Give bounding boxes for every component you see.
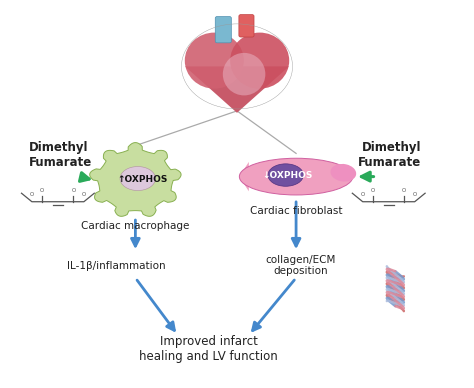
Text: O: O: [72, 188, 75, 193]
Text: O: O: [30, 192, 34, 197]
Text: ↑OXPHOS: ↑OXPHOS: [117, 175, 168, 184]
Ellipse shape: [239, 158, 353, 195]
Ellipse shape: [268, 164, 303, 186]
Polygon shape: [185, 66, 289, 113]
Ellipse shape: [330, 164, 356, 182]
Text: O: O: [371, 188, 375, 193]
Text: collagen/ECM
deposition: collagen/ECM deposition: [265, 255, 336, 276]
Ellipse shape: [185, 33, 244, 88]
Text: O: O: [412, 192, 417, 197]
Ellipse shape: [230, 33, 289, 88]
Polygon shape: [239, 162, 249, 191]
Text: ↓OXPHOS: ↓OXPHOS: [263, 171, 313, 180]
Text: IL-1β/inflammation: IL-1β/inflammation: [67, 260, 166, 270]
FancyBboxPatch shape: [239, 15, 254, 37]
Ellipse shape: [120, 166, 155, 191]
Text: Improved infarct
healing and LV function: Improved infarct healing and LV function: [139, 334, 278, 363]
FancyBboxPatch shape: [215, 17, 231, 43]
Ellipse shape: [223, 53, 265, 95]
Text: O: O: [40, 188, 45, 193]
Text: O: O: [361, 192, 365, 197]
Text: Dimethyl
Fumarate: Dimethyl Fumarate: [29, 141, 92, 169]
Text: O: O: [82, 192, 86, 197]
Text: O: O: [402, 188, 406, 193]
Text: Cardiac fibroblast: Cardiac fibroblast: [250, 206, 342, 216]
Text: Dimethyl
Fumarate: Dimethyl Fumarate: [358, 141, 421, 169]
Text: Cardiac macrophage: Cardiac macrophage: [81, 221, 190, 231]
Polygon shape: [90, 142, 181, 217]
